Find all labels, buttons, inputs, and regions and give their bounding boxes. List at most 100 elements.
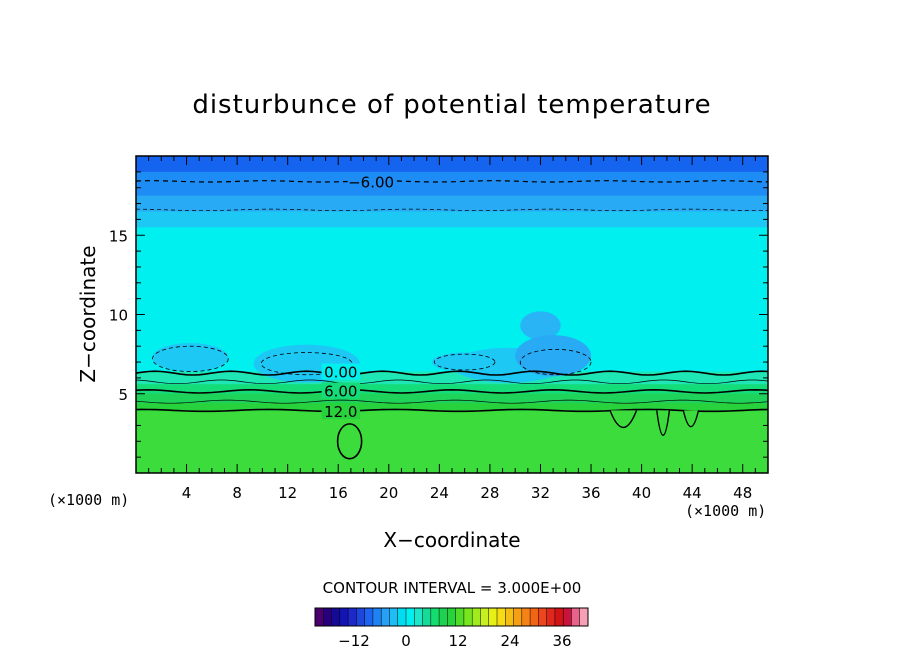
contour-cloud-outline [152, 345, 229, 372]
contour-label-bg [347, 173, 395, 190]
contour-dip [682, 410, 700, 428]
colorbar-swatch [571, 608, 581, 626]
colorbar-swatch [455, 608, 465, 626]
x-tick-label: 4 [182, 484, 192, 502]
x-tick-label: 28 [480, 484, 499, 502]
contour-band [136, 403, 768, 412]
colorbar-swatch [505, 608, 514, 626]
x-tick-label: 16 [329, 484, 348, 502]
contour-band [136, 211, 768, 228]
contour-labels: −6.00 0.006.00 12.0 [321, 173, 395, 421]
contour-closed [336, 423, 363, 460]
x-axis-label: X−coordinate [383, 528, 520, 552]
colorbar-swatch [323, 608, 332, 626]
contour-line-9 [136, 399, 768, 404]
colorbar-swatch [430, 608, 440, 626]
x-tick-label: 20 [379, 484, 398, 502]
colorbar-swatch [447, 608, 456, 626]
contour-label-bg [321, 403, 360, 420]
colorbar-swatch [538, 608, 547, 626]
y-axis: 5 10 15 [109, 171, 768, 458]
colorbar-swatch [414, 608, 423, 626]
x-tick-label: 48 [733, 484, 752, 502]
x-tick-label: 8 [232, 484, 242, 502]
contour-line-3 [136, 379, 768, 385]
contour-cloud-outline [433, 353, 496, 371]
x-tick-label: 40 [632, 484, 651, 502]
contour-cloud-outline [519, 348, 592, 376]
contour-dip [609, 410, 638, 429]
contour-line-12 [136, 408, 768, 413]
contour-label: 6.00 [324, 383, 357, 401]
contour-line-neg6 [136, 180, 768, 183]
y-tick-label: 10 [109, 307, 128, 325]
colorbar-swatch [497, 608, 506, 626]
colorbar-swatch [348, 608, 357, 626]
cloud-blob [520, 311, 561, 340]
contour-band [136, 171, 768, 197]
colorbar-tick-label: 0 [401, 632, 411, 650]
colorbar-tick-label: −12 [338, 632, 370, 650]
colorbar-swatch [315, 608, 324, 626]
contour-label: −6.00 [348, 173, 394, 191]
colorbar-tick-label: 12 [448, 632, 467, 650]
colorbar-swatch [397, 608, 407, 626]
colorbar-swatch [521, 608, 531, 626]
colorbar-swatch [381, 608, 390, 626]
cloud-blob [515, 335, 592, 377]
colorbar-swatch [372, 608, 382, 626]
x-tick-label: 36 [581, 484, 600, 502]
colorbar-tick-label: 36 [552, 632, 571, 650]
colorbar-swatch [513, 608, 523, 626]
x-axis: 4 8 12 16 20 24 28 32 36 40 44 48 [148, 156, 756, 502]
contour-band [136, 156, 768, 173]
contour-label-bg [321, 363, 360, 380]
contour-band [136, 371, 768, 385]
colorbar-swatch [463, 608, 473, 626]
colorbar-swatch [563, 608, 572, 626]
x-tick-label: 24 [430, 484, 449, 502]
contour-label: 12.0 [324, 403, 357, 421]
colorbar: −12 0 12 24 36 [314, 607, 589, 650]
contour-label-bg [321, 382, 360, 399]
colorbar-swatch [472, 608, 481, 626]
contour-dip [656, 410, 671, 436]
chart-title: disturbunce of potential temperature [192, 90, 711, 120]
colorbar-swatch [331, 608, 341, 626]
colorbar-swatch [422, 608, 432, 626]
colorbar-swatch [356, 608, 365, 626]
colorbar-tick-label: 24 [500, 632, 519, 650]
filled-contour-bands [136, 156, 768, 473]
colorbar-swatch [554, 608, 564, 626]
x-unit-right: (×1000 m) [685, 502, 766, 520]
cloud-blob [152, 343, 229, 372]
contour-band [136, 411, 768, 473]
contour-line-6 [136, 388, 768, 394]
contour-band [136, 393, 768, 404]
colorbar-swatch [579, 608, 589, 626]
contour-interval-label: CONTOUR INTERVAL = 3.000E+00 [323, 579, 582, 597]
contour-band [136, 195, 768, 212]
colorbar-swatch [530, 608, 539, 626]
colorbar-swatch [546, 608, 556, 626]
x-unit-left: (×1000 m) [48, 491, 129, 509]
contour-line-neg3 [136, 208, 768, 212]
x-tick-label: 32 [531, 484, 550, 502]
contour-line-0 [136, 370, 768, 376]
colorbar-swatch [339, 608, 349, 626]
cloud-blob [431, 352, 498, 372]
colorbar-swatch [364, 608, 374, 626]
colorbar-swatch [389, 608, 399, 626]
colorbar-frame [314, 607, 589, 627]
x-tick-label: 44 [683, 484, 702, 502]
colorbar-swatch [439, 608, 448, 626]
y-tick-label: 5 [118, 386, 128, 404]
colorbar-swatch [480, 608, 490, 626]
colorbar-swatch [488, 608, 498, 626]
x-tick-label: 12 [278, 484, 297, 502]
contour-label: 0.00 [324, 364, 357, 382]
colorbar-swatch [406, 608, 415, 626]
contour-lines [136, 180, 768, 460]
y-axis-label: Z−coordinate [76, 245, 100, 382]
